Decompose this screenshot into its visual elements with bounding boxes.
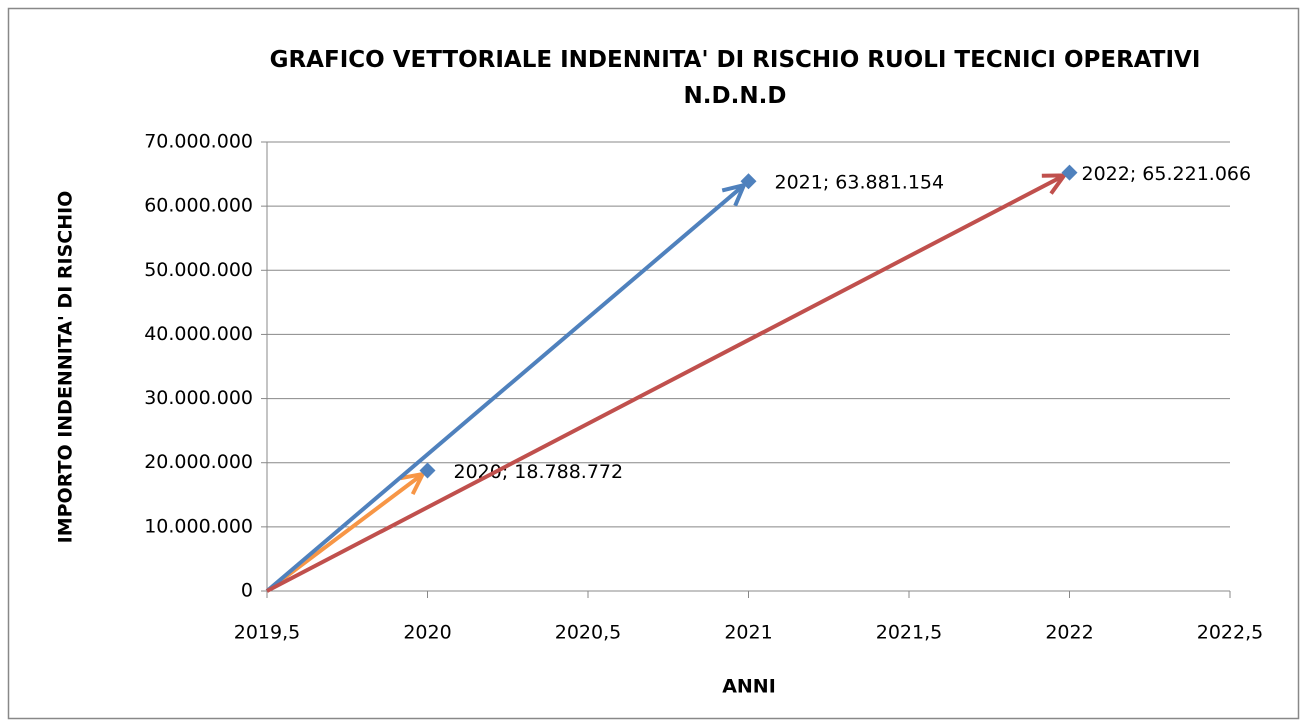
chart-frame bbox=[7, 7, 1300, 720]
chart-title: GRAFICO VETTORIALE INDENNITA' DI RISCHIO… bbox=[269, 47, 1201, 109]
x-tick-label: 2022,5 bbox=[1197, 622, 1263, 644]
y-tick-label: 70.000.000 bbox=[144, 131, 253, 153]
x-tick-label: 2021,5 bbox=[876, 622, 942, 644]
y-tick-label: 0 bbox=[241, 580, 253, 602]
data-label: 2022; 65.221.066 bbox=[1082, 163, 1252, 185]
marker bbox=[1061, 164, 1078, 181]
arrow-shaft bbox=[266, 175, 1063, 593]
marker bbox=[740, 173, 757, 190]
y-tick-label: 50.000.000 bbox=[144, 259, 253, 281]
y-tick-label: 20.000.000 bbox=[144, 451, 253, 473]
data-label: 2020; 18.788.772 bbox=[454, 461, 624, 483]
x-tick-label: 2019,5 bbox=[234, 622, 300, 644]
y-tick-label: 40.000.000 bbox=[144, 323, 253, 345]
y-tick-label: 10.000.000 bbox=[144, 515, 253, 537]
y-tick-label: 60.000.000 bbox=[144, 195, 253, 217]
data-label: 2021; 63.881.154 bbox=[775, 172, 945, 194]
y-tick-label: 30.000.000 bbox=[144, 387, 253, 409]
arrow-head bbox=[721, 182, 748, 207]
arrow-shaft bbox=[265, 185, 743, 593]
x-tick-label: 2020,5 bbox=[555, 622, 621, 644]
arrow-head bbox=[1041, 173, 1069, 195]
arrow-head bbox=[400, 471, 427, 495]
marker bbox=[419, 462, 436, 479]
x-tick-label: 2020 bbox=[403, 622, 451, 644]
x-tick-label: 2021 bbox=[724, 622, 772, 644]
x-axis-label: ANNI bbox=[722, 676, 776, 698]
x-tick-label: 2022 bbox=[1045, 622, 1093, 644]
y-axis-label: IMPORTO INDENNITA' DI RISCHIO bbox=[55, 191, 77, 544]
